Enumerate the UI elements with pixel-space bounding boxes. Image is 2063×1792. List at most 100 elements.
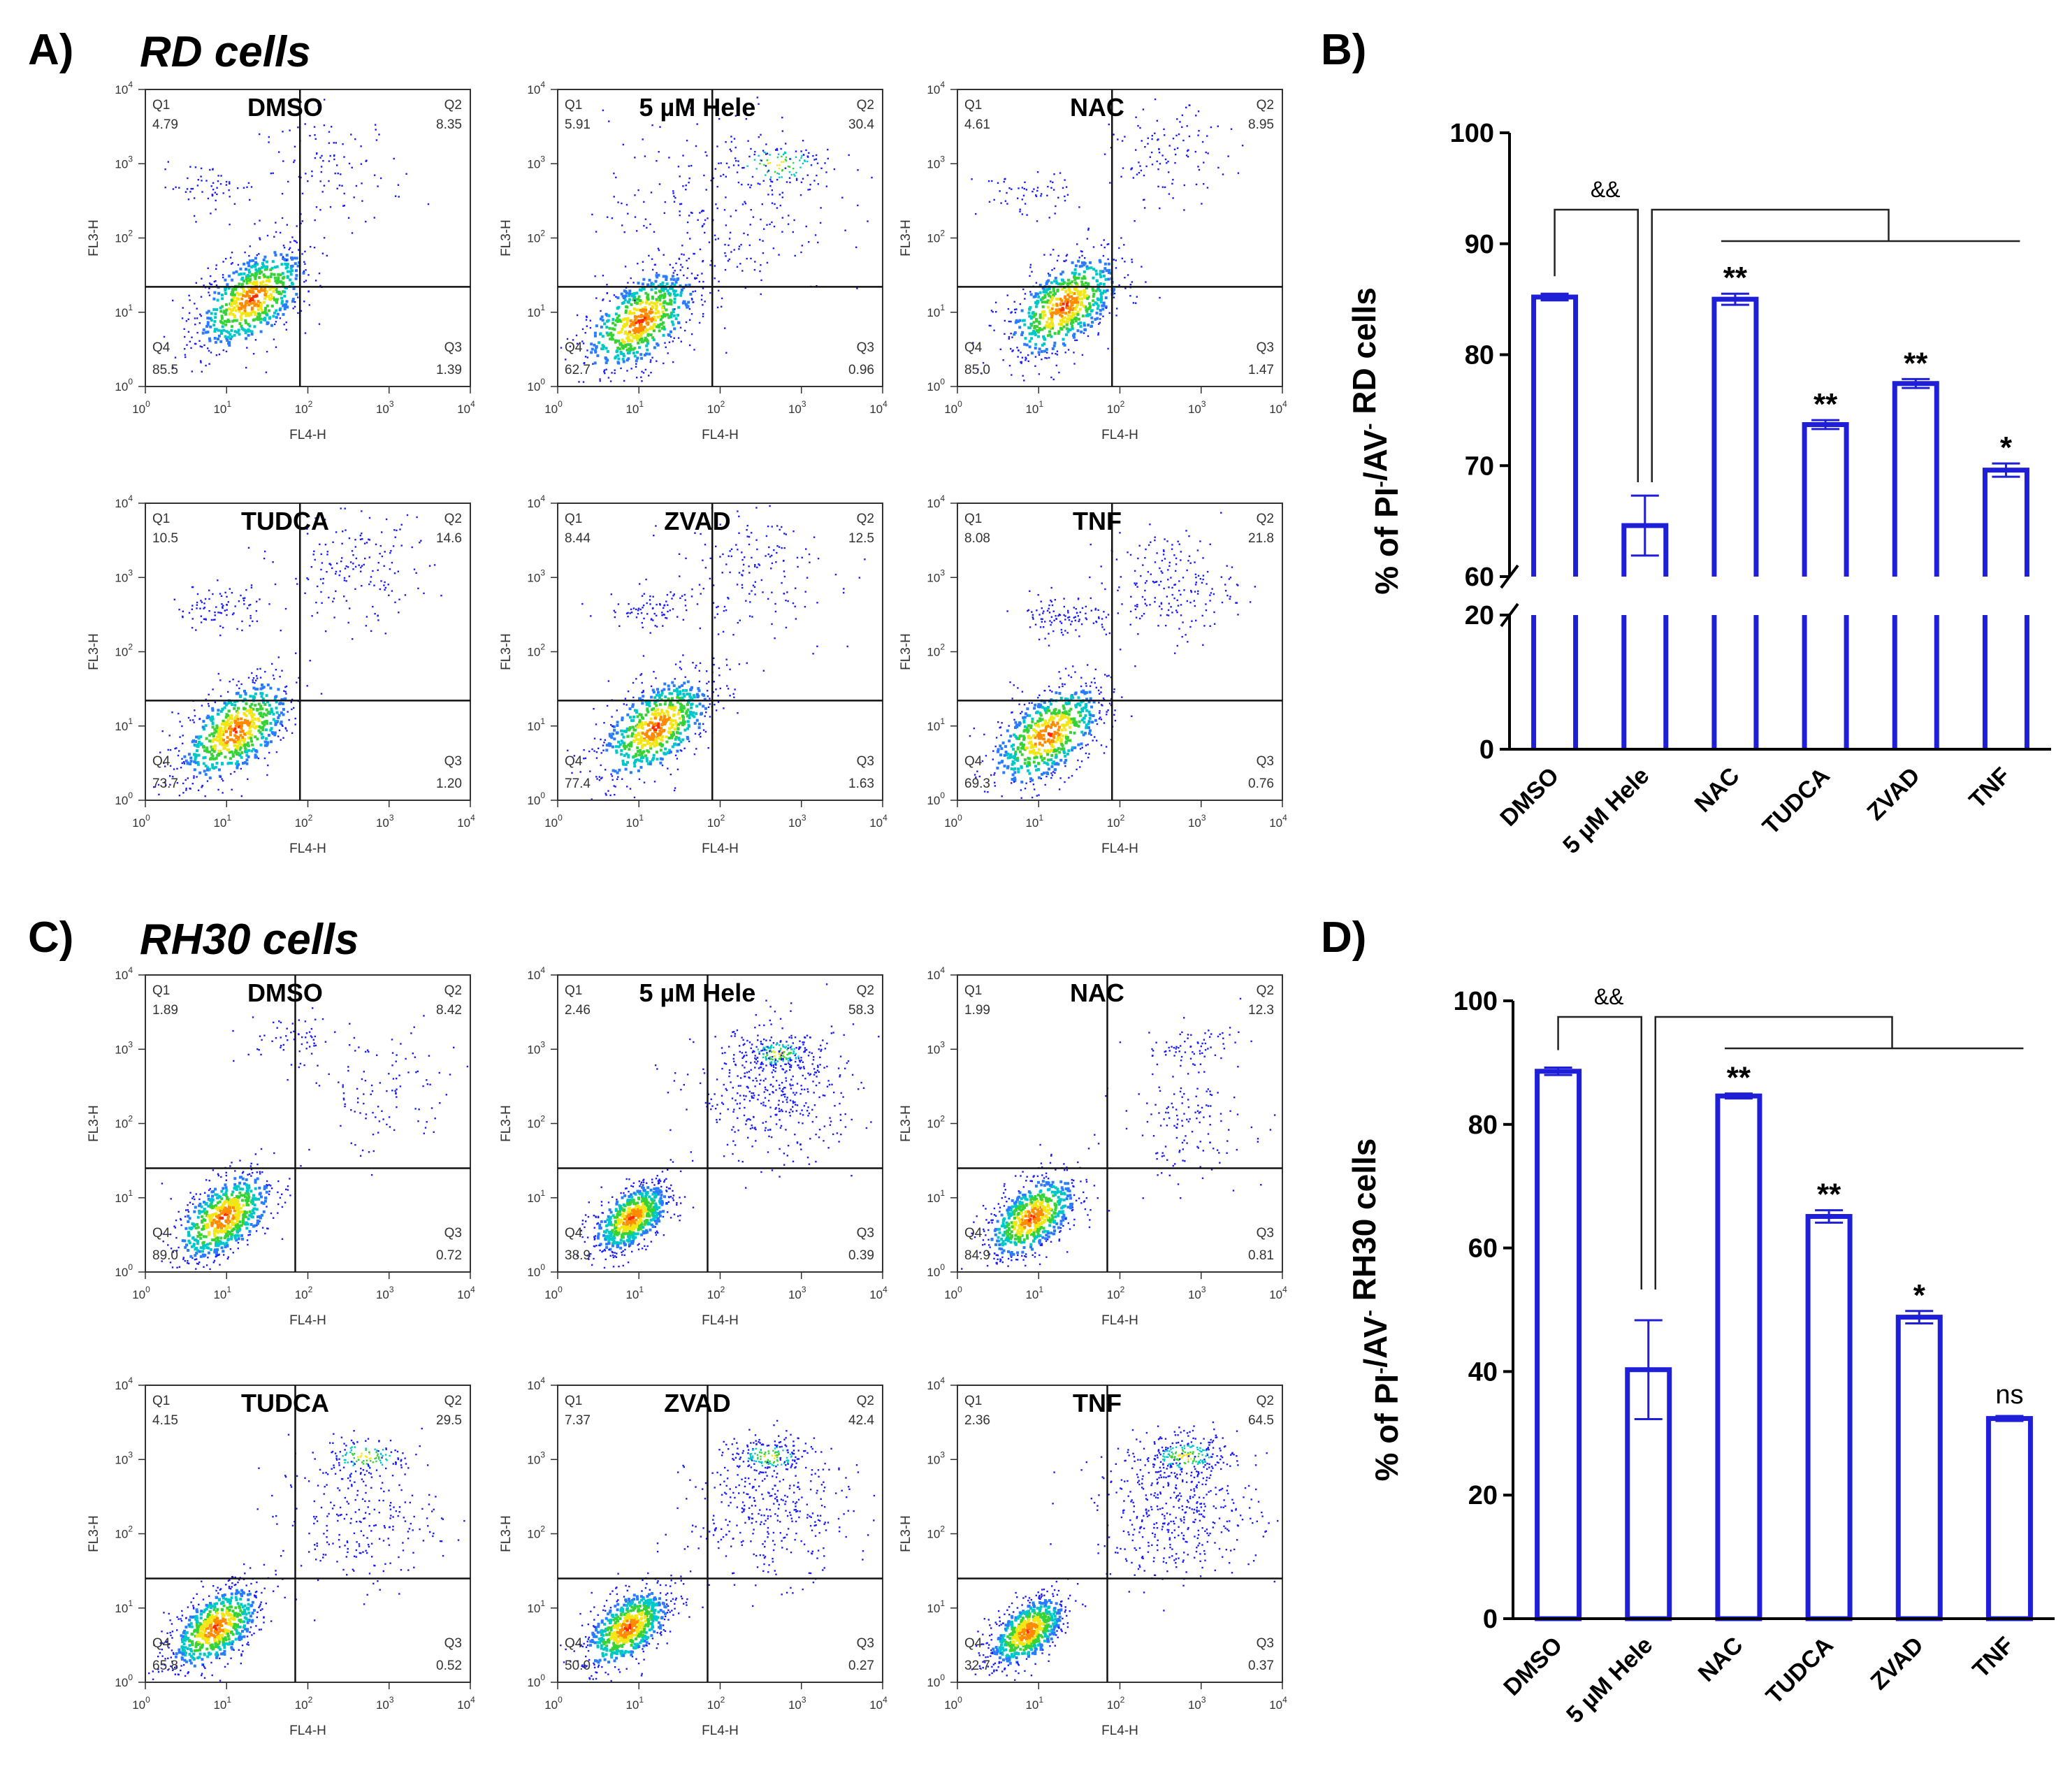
event-dot [223,706,226,709]
event-dot [1077,743,1080,746]
event-dot [1028,345,1032,349]
event-dot [1033,326,1036,329]
event-dot [365,159,368,161]
event-dot [255,725,259,728]
event-dot [653,744,656,748]
event-dot [213,330,217,333]
event-dot [1038,327,1041,330]
event-dot [627,754,630,757]
event-dot [748,593,751,595]
event-dot [1154,132,1156,134]
event-dot [622,143,624,146]
event-dot [1076,277,1079,280]
event-dot [1020,780,1024,783]
event-dot [187,753,191,756]
event-dot [687,267,689,269]
event-dot [657,725,660,729]
event-dot [218,353,221,356]
event-dot [1099,716,1101,718]
event-dot [741,203,744,205]
event-dot [990,324,992,327]
event-dot [387,584,389,586]
event-dot [592,363,594,365]
event-dot [205,737,208,740]
event-dot [747,140,749,142]
event-dot [702,694,706,697]
event-dot [215,284,218,287]
event-dot [270,740,273,744]
event-dot [1045,288,1049,291]
event-dot [997,761,1001,765]
event-dot [1207,152,1209,154]
event-dot [613,728,616,732]
event-dot [221,742,224,745]
event-dot [653,696,657,700]
event-dot [273,338,275,340]
event-dot [245,277,248,280]
event-dot [222,607,224,609]
event-dot [331,126,333,128]
event-dot [263,297,266,301]
event-dot [222,349,224,352]
event-dot [1108,312,1110,315]
event-dot [229,224,231,226]
event-dot [1097,332,1099,334]
event-dot [230,335,233,338]
event-dot [723,605,726,608]
event-dot [621,318,625,321]
event-dot [211,715,214,718]
event-dot [785,599,787,602]
event-dot [235,714,238,718]
event-dot [660,723,664,727]
event-dot [802,154,805,156]
event-dot [231,753,235,756]
event-dot [250,720,254,723]
event-dot [762,591,764,593]
event-dot [204,764,208,767]
event-dot [1054,292,1057,296]
event-dot [211,739,215,743]
event-dot [208,776,212,780]
event-dot [393,157,395,160]
event-dot [250,584,253,586]
event-dot [1024,181,1026,183]
event-dot [1004,200,1007,202]
event-dot [266,351,268,353]
event-dot [1099,318,1101,320]
event-dot [1058,671,1060,673]
event-dot [195,342,197,345]
event-dot [744,287,746,289]
event-dot [617,740,621,744]
event-dot [748,535,751,538]
event-dot [778,254,780,256]
event-dot [231,717,234,721]
event-dot [273,698,277,701]
event-dot [368,538,370,540]
event-dot [1036,710,1039,714]
quadrant-name-q3: Q3 [857,340,874,355]
event-dot [210,283,212,286]
event-dot [686,727,690,730]
event-dot [271,732,275,735]
event-dot [762,670,765,672]
event-dot [712,177,715,180]
event-dot [674,317,678,321]
event-dot [641,726,644,730]
event-dot [1102,282,1106,286]
event-dot [641,282,644,286]
event-dot [1055,304,1059,308]
event-dot [1046,334,1050,338]
event-dot [679,175,681,178]
event-dot [328,180,330,182]
event-dot [196,593,199,595]
event-dot [243,187,245,189]
event-dot [1024,293,1027,295]
event-dot [632,718,635,722]
x-axis-label: FL4-H [702,428,739,442]
event-dot [229,730,232,734]
event-dot [1050,317,1054,321]
event-dot [245,282,249,285]
event-dot [651,607,654,609]
event-dot [1029,266,1032,268]
event-dot [208,734,212,737]
